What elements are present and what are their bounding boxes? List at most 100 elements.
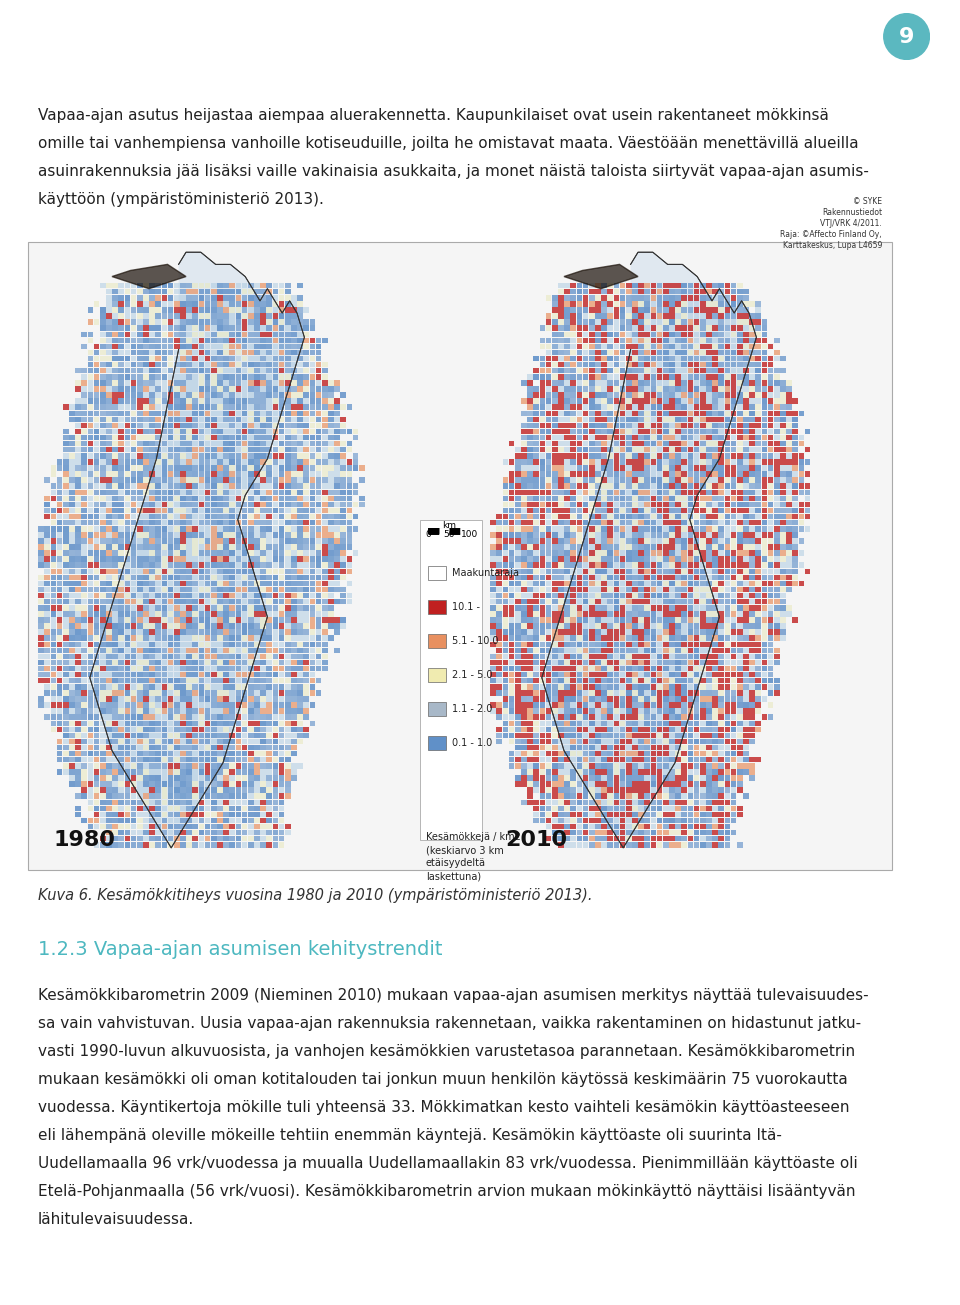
Bar xyxy=(626,782,632,787)
Bar xyxy=(792,514,798,519)
Bar xyxy=(211,690,217,696)
Bar xyxy=(546,837,551,842)
Bar xyxy=(242,793,248,799)
Bar xyxy=(235,763,241,769)
Bar xyxy=(322,624,327,629)
Bar xyxy=(527,398,533,403)
Bar xyxy=(718,672,724,677)
Bar xyxy=(577,569,582,574)
Bar xyxy=(750,435,755,440)
Bar xyxy=(694,489,699,495)
Bar xyxy=(608,453,613,458)
Bar xyxy=(199,750,204,757)
Bar xyxy=(725,569,731,574)
Bar xyxy=(303,375,309,380)
Bar xyxy=(260,343,266,350)
Bar xyxy=(756,416,761,422)
Bar xyxy=(644,750,650,757)
Bar xyxy=(267,666,272,671)
Bar xyxy=(707,283,711,288)
Bar xyxy=(540,441,545,446)
Bar xyxy=(669,489,675,495)
Bar xyxy=(620,393,625,398)
Bar xyxy=(570,429,576,435)
Bar xyxy=(694,483,699,489)
Bar xyxy=(564,301,570,307)
Bar xyxy=(242,331,248,337)
Bar xyxy=(278,544,284,549)
Bar xyxy=(285,702,291,707)
Bar xyxy=(87,501,93,508)
Bar xyxy=(534,544,539,549)
Bar xyxy=(682,800,687,805)
Bar xyxy=(669,679,675,684)
Bar xyxy=(718,320,724,325)
Bar xyxy=(743,727,749,732)
Bar xyxy=(780,569,785,574)
Bar xyxy=(534,368,539,373)
Bar xyxy=(107,331,111,337)
Bar xyxy=(322,617,327,622)
Bar xyxy=(204,483,210,489)
Bar xyxy=(150,416,155,422)
Bar xyxy=(682,812,687,817)
Bar xyxy=(595,538,601,544)
Bar xyxy=(224,787,228,793)
Bar xyxy=(669,763,675,769)
Bar xyxy=(786,581,792,586)
Bar xyxy=(638,617,644,622)
Bar xyxy=(254,642,260,647)
Bar xyxy=(161,739,167,744)
Bar xyxy=(589,654,594,659)
Bar xyxy=(552,496,558,501)
Bar xyxy=(712,393,718,398)
Bar xyxy=(534,654,539,659)
Bar xyxy=(546,508,551,513)
Bar xyxy=(515,666,520,671)
Bar xyxy=(503,489,508,495)
Bar xyxy=(644,702,650,707)
Bar xyxy=(768,532,774,538)
Bar xyxy=(267,805,272,812)
Bar xyxy=(267,617,272,622)
Bar xyxy=(161,763,167,769)
Bar xyxy=(242,386,248,392)
Bar xyxy=(515,684,520,689)
Bar xyxy=(254,606,260,611)
Bar xyxy=(527,714,533,720)
Bar xyxy=(224,489,228,495)
Bar xyxy=(613,471,619,476)
Bar xyxy=(174,393,180,398)
Bar xyxy=(577,459,582,465)
Bar xyxy=(112,508,118,513)
Bar xyxy=(347,532,352,538)
Bar xyxy=(118,647,124,652)
Bar xyxy=(328,617,334,622)
Bar xyxy=(632,538,637,544)
Bar xyxy=(82,617,87,622)
Bar xyxy=(347,459,352,465)
Bar xyxy=(725,714,731,720)
Bar xyxy=(174,769,180,775)
Bar xyxy=(217,750,223,757)
Bar xyxy=(150,805,155,812)
Bar xyxy=(137,569,142,574)
Bar xyxy=(638,642,644,647)
Bar xyxy=(150,642,155,647)
Bar xyxy=(731,684,736,689)
Bar xyxy=(761,660,767,666)
Bar xyxy=(75,453,81,458)
Bar xyxy=(229,787,235,793)
Bar xyxy=(577,313,582,318)
Bar xyxy=(204,532,210,538)
Bar xyxy=(125,429,131,435)
Bar xyxy=(75,624,81,629)
Bar xyxy=(558,313,564,318)
Bar xyxy=(180,320,185,325)
Bar xyxy=(322,380,327,386)
Bar xyxy=(687,471,693,476)
Bar xyxy=(632,679,637,684)
Bar xyxy=(125,672,131,677)
Bar xyxy=(94,380,99,386)
Bar xyxy=(608,288,613,295)
